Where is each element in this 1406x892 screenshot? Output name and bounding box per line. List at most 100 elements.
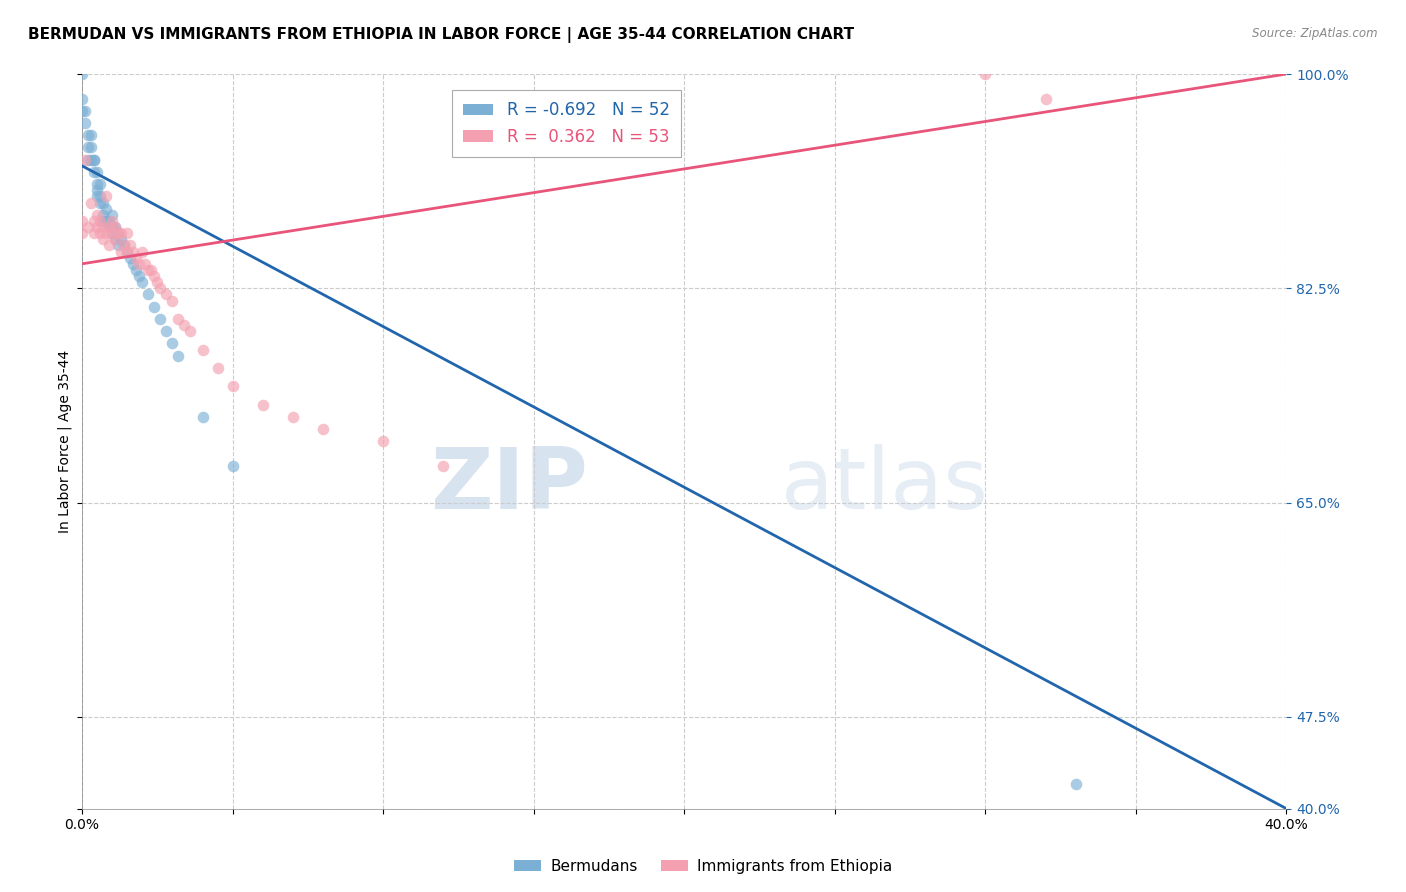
Point <box>281 409 304 424</box>
Point <box>107 226 129 240</box>
Point <box>101 214 124 228</box>
Point <box>89 178 111 192</box>
Point <box>191 409 214 424</box>
Point <box>149 281 172 295</box>
Point <box>80 153 103 167</box>
Point <box>98 220 121 235</box>
Point <box>120 238 142 252</box>
Point <box>120 251 142 265</box>
Y-axis label: In Labor Force | Age 35-44: In Labor Force | Age 35-44 <box>58 350 72 533</box>
Point <box>96 226 118 240</box>
Point <box>110 244 132 259</box>
Point <box>146 275 169 289</box>
Point <box>91 208 114 222</box>
Point <box>101 226 124 240</box>
Point <box>167 312 190 326</box>
Point <box>117 244 139 259</box>
Point <box>131 275 153 289</box>
Point <box>1064 777 1087 791</box>
Point <box>162 336 184 351</box>
Text: BERMUDAN VS IMMIGRANTS FROM ETHIOPIA IN LABOR FORCE | AGE 35-44 CORRELATION CHAR: BERMUDAN VS IMMIGRANTS FROM ETHIOPIA IN … <box>28 27 855 43</box>
Point <box>122 257 145 271</box>
Point <box>131 244 153 259</box>
Point <box>252 398 274 412</box>
Point <box>83 226 105 240</box>
Legend: Bermudans, Immigrants from Ethiopia: Bermudans, Immigrants from Ethiopia <box>508 853 898 880</box>
Point <box>104 220 127 235</box>
Text: atlas: atlas <box>780 444 988 527</box>
Point <box>98 214 121 228</box>
Point <box>107 226 129 240</box>
Point <box>221 458 243 473</box>
Point <box>98 220 121 235</box>
Point <box>86 183 108 197</box>
Point <box>1035 91 1057 105</box>
Point <box>70 67 93 81</box>
Point <box>110 232 132 246</box>
Point <box>101 226 124 240</box>
Point <box>167 349 190 363</box>
Point <box>104 232 127 246</box>
Point <box>104 220 127 235</box>
Point <box>83 153 105 167</box>
Point <box>143 268 166 283</box>
Point <box>312 422 335 436</box>
Point <box>207 360 229 375</box>
Point <box>96 202 118 216</box>
Point <box>89 189 111 203</box>
Point <box>91 220 114 235</box>
Point <box>373 434 395 449</box>
Point <box>432 458 454 473</box>
Point <box>83 153 105 167</box>
Point <box>162 293 184 308</box>
Text: Source: ZipAtlas.com: Source: ZipAtlas.com <box>1253 27 1378 40</box>
Point <box>104 232 127 246</box>
Point <box>77 140 100 154</box>
Text: ZIP: ZIP <box>430 444 588 527</box>
Point <box>191 343 214 357</box>
Point <box>173 318 195 332</box>
Point <box>70 103 93 118</box>
Point <box>179 324 201 338</box>
Point <box>80 140 103 154</box>
Point <box>70 226 93 240</box>
Point <box>107 238 129 252</box>
Point <box>138 287 160 301</box>
Point <box>89 195 111 210</box>
Point <box>75 103 97 118</box>
Point <box>149 312 172 326</box>
Point <box>89 214 111 228</box>
Point <box>134 257 156 271</box>
Point <box>91 195 114 210</box>
Point <box>141 263 163 277</box>
Point <box>80 128 103 143</box>
Point <box>86 189 108 203</box>
Point <box>101 220 124 235</box>
Point <box>70 214 93 228</box>
Point <box>75 116 97 130</box>
Point <box>112 238 135 252</box>
Point <box>101 208 124 222</box>
Point <box>70 91 93 105</box>
Point <box>155 324 177 338</box>
Point <box>125 263 148 277</box>
Point <box>128 268 150 283</box>
Point <box>138 263 160 277</box>
Point <box>221 379 243 393</box>
Point <box>83 165 105 179</box>
Point <box>86 165 108 179</box>
Point <box>110 226 132 240</box>
Point <box>125 251 148 265</box>
Point <box>91 214 114 228</box>
Point <box>77 153 100 167</box>
Point <box>80 195 103 210</box>
Point <box>86 178 108 192</box>
Point <box>77 220 100 235</box>
Point <box>86 220 108 235</box>
Point <box>122 244 145 259</box>
Point <box>128 257 150 271</box>
Point <box>155 287 177 301</box>
Point <box>89 226 111 240</box>
Point <box>98 238 121 252</box>
Point <box>96 214 118 228</box>
